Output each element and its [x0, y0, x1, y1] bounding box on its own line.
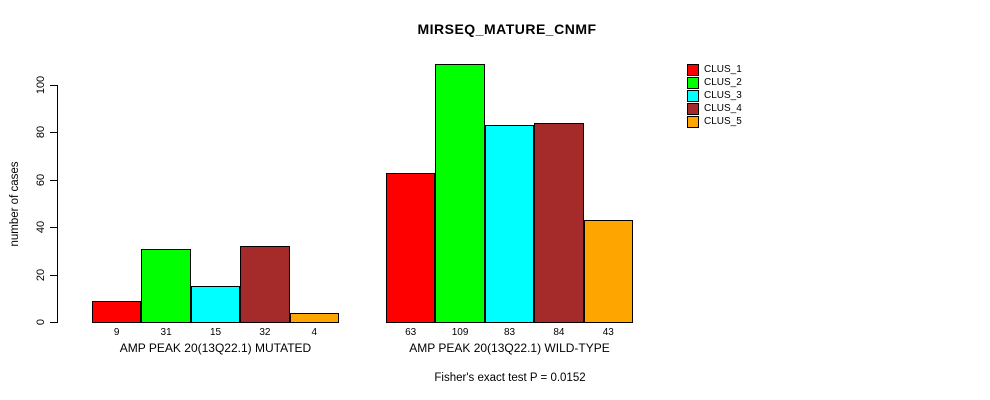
plot-bar	[141, 248, 191, 323]
legend-label: CLUS_3	[704, 90, 742, 101]
y-axis-tick	[50, 179, 57, 181]
y-axis-tick-label: 40	[35, 221, 47, 234]
plot-bar	[240, 246, 290, 323]
y-axis-tick	[50, 85, 57, 86]
plot-bar	[534, 122, 584, 323]
bar-value-label: 83	[503, 327, 516, 338]
plot-bar	[289, 312, 339, 323]
legend-swatch	[687, 115, 699, 128]
y-axis-tick-label: 60	[35, 173, 47, 186]
bar-value-label: 43	[602, 327, 614, 338]
y-axis-tick	[50, 227, 57, 229]
y-axis-label: number of cases	[9, 161, 21, 247]
bar-value-label: 32	[259, 327, 271, 338]
bar-value-label: 31	[160, 327, 172, 338]
plot-bar	[583, 220, 633, 323]
legend-swatch	[687, 102, 699, 115]
plot-bar	[92, 300, 142, 323]
plot-bar	[484, 125, 535, 323]
legend-swatch	[687, 63, 699, 76]
group-label: AMP PEAK 20(13Q22.1) WILD-TYPE	[409, 341, 610, 355]
y-axis-tick	[50, 274, 57, 276]
bar-value-label: 84	[553, 327, 565, 338]
y-axis-tick-label: 100	[35, 75, 47, 95]
legend-label: CLUS_4	[704, 103, 742, 114]
y-axis-tick	[50, 322, 57, 323]
y-axis-tick-label: 20	[35, 268, 47, 281]
legend-swatch	[687, 89, 699, 102]
bar-value-label: 63	[405, 327, 417, 338]
y-axis-line	[57, 85, 58, 323]
y-axis-tick	[50, 132, 57, 134]
legend-item: CLUS_2	[687, 76, 742, 89]
legend-label: CLUS_1	[704, 64, 742, 75]
bar-value-label: 15	[209, 327, 222, 338]
y-axis-tick-label: 80	[35, 126, 47, 139]
bar-value-label: 4	[311, 327, 318, 338]
group-label: AMP PEAK 20(13Q22.1) MUTATED	[119, 341, 312, 355]
legend-label: CLUS_2	[704, 77, 742, 88]
stat-annotation: Fisher's exact test P = 0.0152	[434, 372, 586, 384]
bar-value-label: 109	[451, 327, 469, 338]
legend-label: CLUS_5	[704, 116, 742, 127]
legend-item: CLUS_3	[687, 89, 742, 102]
bar-value-label: 9	[113, 327, 120, 338]
legend-item: CLUS_4	[687, 102, 742, 115]
legend-swatch	[687, 76, 699, 89]
chart-title: MIRSEQ_MATURE_CNMF	[417, 21, 597, 37]
legend-item: CLUS_1	[687, 63, 742, 76]
legend: CLUS_1 CLUS_2 CLUS_3 CLUS_4 CLUS_5	[687, 63, 742, 128]
plot-bar	[190, 286, 241, 323]
plot-bar	[435, 63, 485, 323]
legend-item: CLUS_5	[687, 115, 742, 128]
plot-bar	[386, 172, 436, 323]
y-axis-tick-label: 0	[35, 318, 47, 326]
